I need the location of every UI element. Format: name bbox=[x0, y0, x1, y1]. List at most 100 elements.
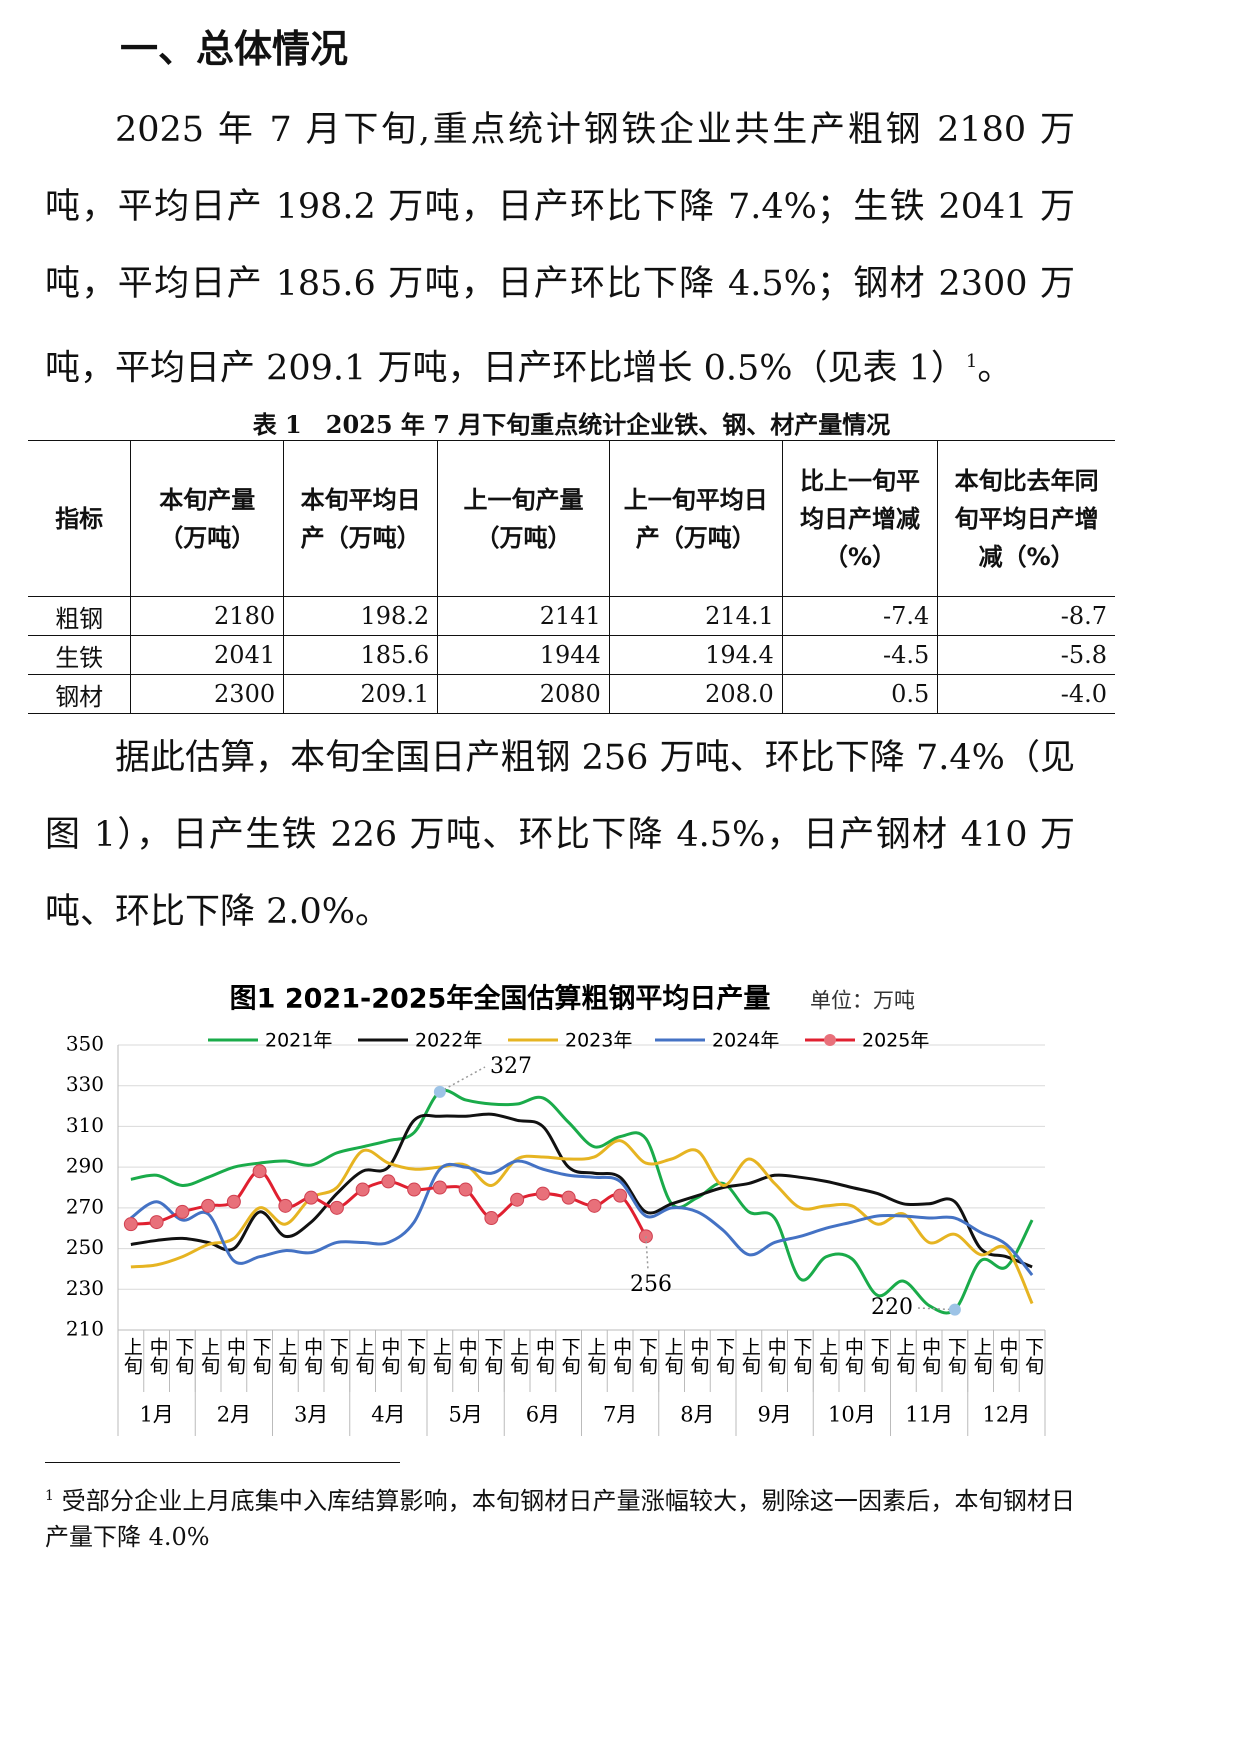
y-tick-label: 310 bbox=[66, 1113, 104, 1137]
x-group-label: 1月 bbox=[139, 1403, 173, 1427]
series-line bbox=[130, 1139, 1034, 1305]
data-point bbox=[355, 1182, 370, 1197]
highlight-point bbox=[948, 1303, 961, 1316]
annotation-leader bbox=[645, 1236, 649, 1271]
x-tick-label: 中旬 bbox=[842, 1337, 864, 1375]
x-tick-label: 中旬 bbox=[378, 1337, 400, 1375]
footnote-rule bbox=[45, 1462, 400, 1463]
x-tick-label: 中旬 bbox=[996, 1337, 1018, 1375]
data-point bbox=[510, 1192, 525, 1207]
x-tick-label: 下旬 bbox=[790, 1337, 812, 1375]
series-line bbox=[129, 1159, 1034, 1277]
table-caption: 表 1 2025 年 7 月下旬重点统计企业铁、钢、材产量情况 bbox=[252, 410, 891, 439]
legend-label: 2022年 bbox=[415, 1030, 482, 1052]
data-point bbox=[123, 1217, 138, 1232]
table-header: 比上一旬平均日产增减（%） bbox=[781, 440, 939, 597]
table-cell: 2080 bbox=[437, 674, 610, 714]
x-tick-label: 下旬 bbox=[945, 1337, 967, 1375]
data-point bbox=[304, 1190, 319, 1205]
chart-unit: 单位：万吨 bbox=[810, 989, 915, 1013]
x-tick-label: 上旬 bbox=[121, 1337, 143, 1375]
y-tick-label: 270 bbox=[66, 1194, 104, 1218]
data-point bbox=[175, 1204, 190, 1219]
x-tick-label: 下旬 bbox=[327, 1337, 349, 1375]
table-row: 粗钢 2180 198.2 2141 214.1 -7.4 -8.7 bbox=[28, 596, 1115, 636]
table-cell: 185.6 bbox=[283, 635, 439, 675]
x-tick-label: 上旬 bbox=[198, 1337, 220, 1375]
data-point bbox=[432, 1180, 447, 1195]
x-tick-label: 下旬 bbox=[559, 1337, 581, 1375]
x-tick-label: 上旬 bbox=[662, 1337, 684, 1375]
footnote: 1 受部分企业上月底集中入库结算影响，本旬钢材日产量涨幅较大，剔除这一因素后，本… bbox=[45, 1478, 1075, 1555]
paragraph-text: 2025 年 7 月下旬,重点统计钢铁企业共生产粗钢 2180 万吨，平均日产 … bbox=[45, 110, 1075, 389]
data-point bbox=[587, 1198, 602, 1213]
y-tick-label: 290 bbox=[66, 1154, 104, 1178]
highlight-point bbox=[433, 1085, 446, 1098]
x-tick-label: 中旬 bbox=[301, 1337, 323, 1375]
x-tick-label: 中旬 bbox=[765, 1337, 787, 1375]
data-point bbox=[226, 1194, 241, 1209]
x-tick-label: 下旬 bbox=[713, 1337, 735, 1375]
x-tick-label: 下旬 bbox=[481, 1337, 503, 1375]
series-line bbox=[130, 1112, 1033, 1269]
data-point bbox=[407, 1182, 422, 1197]
x-group-label: 6月 bbox=[526, 1403, 560, 1427]
table-cell: 0.5 bbox=[781, 674, 939, 714]
table-cell: -7.4 bbox=[781, 596, 939, 636]
table-cell: -4.0 bbox=[937, 674, 1115, 714]
table-row: 钢材 2300 209.1 2080 208.0 0.5 -4.0 bbox=[28, 674, 1115, 714]
x-group-label: 11月 bbox=[905, 1403, 953, 1427]
x-group-label: 7月 bbox=[603, 1403, 637, 1427]
table-cell: 194.4 bbox=[608, 635, 783, 675]
x-tick-label: 上旬 bbox=[584, 1337, 606, 1375]
annotation-leader bbox=[917, 1307, 955, 1311]
x-tick-label: 下旬 bbox=[636, 1337, 658, 1375]
table-header: 指标 bbox=[28, 440, 132, 597]
x-tick-label: 下旬 bbox=[868, 1337, 890, 1375]
annotation: 256 bbox=[630, 1272, 672, 1297]
x-tick-label: 下旬 bbox=[172, 1337, 194, 1375]
x-tick-label: 中旬 bbox=[610, 1337, 632, 1375]
legend-label: 2025年 bbox=[862, 1030, 929, 1052]
data-point bbox=[484, 1211, 499, 1226]
table-cell: 钢材 bbox=[28, 674, 132, 714]
table: 指标 本旬产量（万吨） 本旬平均日产（万吨） 上一旬产量（万吨） 上一旬平均日产（万吨）… bbox=[28, 440, 1115, 714]
y-tick-label: 230 bbox=[66, 1276, 104, 1300]
x-tick-label: 中旬 bbox=[919, 1337, 941, 1375]
x-group-label: 4月 bbox=[371, 1403, 405, 1427]
annotation: 327 bbox=[490, 1054, 532, 1079]
data-point bbox=[201, 1198, 216, 1213]
table-header: 上一旬产量（万吨） bbox=[437, 440, 610, 597]
table-cell: 208.0 bbox=[608, 674, 783, 714]
x-group-label: 5月 bbox=[448, 1403, 482, 1427]
legend-label: 2023年 bbox=[565, 1030, 632, 1052]
x-tick-label: 上旬 bbox=[971, 1337, 993, 1375]
x-tick-label: 中旬 bbox=[456, 1337, 478, 1375]
table-cell: -4.5 bbox=[781, 635, 939, 675]
data-point bbox=[458, 1182, 473, 1197]
x-group-label: 8月 bbox=[680, 1403, 714, 1427]
paragraph: 据此估算，本旬全国日产粗钢 256 万吨、环比下降 7.4%（见图 1），日产生… bbox=[45, 738, 1075, 932]
data-point bbox=[252, 1164, 267, 1179]
x-group-label: 3月 bbox=[294, 1403, 328, 1427]
paragraph-end: 。 bbox=[977, 348, 1013, 389]
data-point bbox=[278, 1198, 293, 1213]
y-tick-label: 350 bbox=[66, 1032, 104, 1056]
x-tick-label: 上旬 bbox=[430, 1337, 452, 1375]
annotation-leader bbox=[439, 1066, 486, 1093]
table-cell: -8.7 bbox=[937, 596, 1115, 636]
x-tick-label: 中旬 bbox=[224, 1337, 246, 1375]
x-tick-label: 中旬 bbox=[533, 1337, 555, 1375]
table-cell: 生铁 bbox=[28, 635, 132, 675]
data-point bbox=[535, 1186, 550, 1201]
table-cell: 198.2 bbox=[283, 596, 439, 636]
footnote-ref: 1 bbox=[965, 351, 978, 372]
x-tick-label: 下旬 bbox=[1022, 1337, 1044, 1375]
series-line bbox=[130, 1089, 1034, 1315]
x-tick-label: 上旬 bbox=[275, 1337, 297, 1375]
table-cell: 2180 bbox=[130, 596, 285, 636]
chart-title: 图1 2021-2025年全国估算粗钢平均日产量 bbox=[230, 983, 771, 1015]
table-header: 本旬平均日产（万吨） bbox=[283, 440, 439, 597]
footnote-text: 受部分企业上月底集中入库结算影响，本旬钢材日产量涨幅较大，剔除这一因素后，本旬钢… bbox=[45, 1487, 1075, 1551]
